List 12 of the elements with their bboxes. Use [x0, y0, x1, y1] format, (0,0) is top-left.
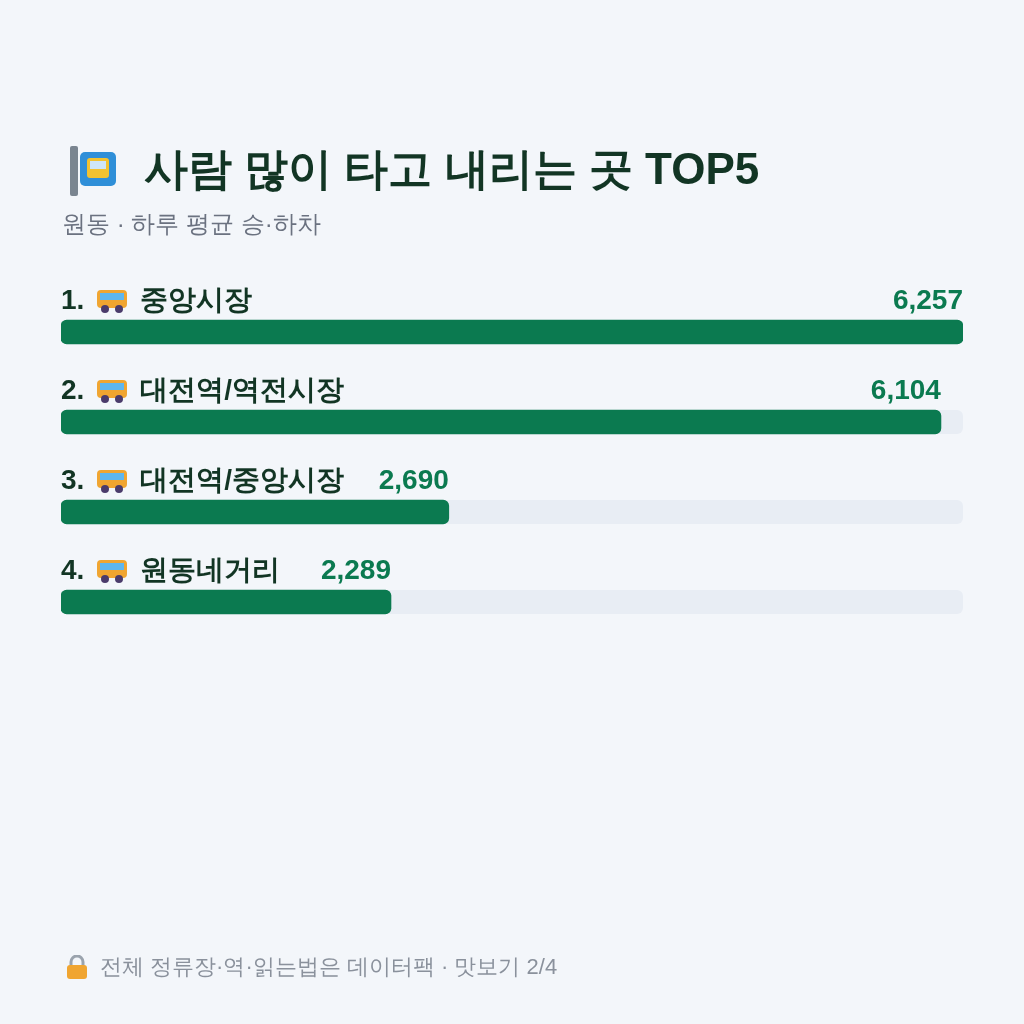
data-label: 2,690 [378, 463, 449, 495]
category-label: 2. 대전역/역전시장 [61, 373, 345, 405]
text: 전체 정류장·역·읽는법은 데이터팩 · 맛보기 2/4 [100, 953, 558, 981]
bar [61, 409, 942, 435]
category-label: 1. 중앙시장 [61, 283, 253, 315]
data-label: 6,104 [870, 373, 942, 405]
category-label: 4. 원동네거리 [61, 553, 281, 585]
category-label: 3. 대전역/중앙시장 [61, 463, 345, 495]
data-label: 6,257 [892, 283, 963, 315]
data-label: 2,289 [320, 553, 391, 585]
chart-title: 사람 많이 타고 내리는 곳 TOP5 [144, 143, 760, 195]
chart-subtitle: 원동 · 하루 평균 승·하차 [62, 209, 321, 239]
